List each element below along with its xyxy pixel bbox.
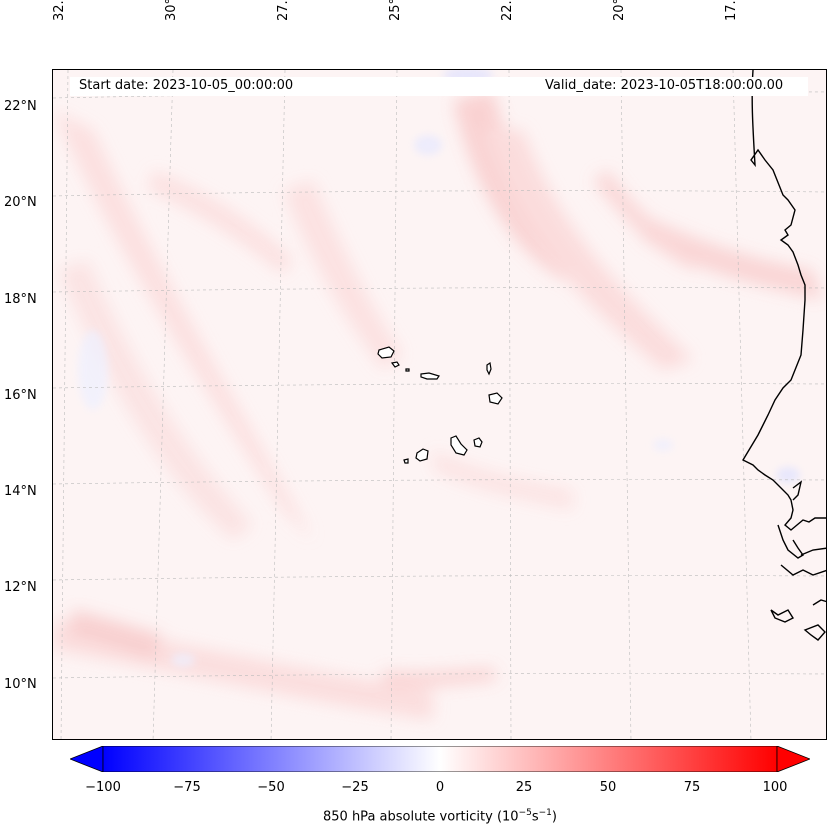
colorbar-tick: −100 [85, 780, 121, 795]
colorbar-tick: 50 [599, 780, 617, 795]
lat-label-12n: 12°N [4, 580, 37, 595]
colorbar-label-unit: s [531, 809, 539, 825]
african-coastline [742, 70, 826, 641]
lon-label-32.5w: 32.5°W [52, 0, 67, 21]
lat-label-10n: 10°N [4, 677, 37, 692]
lon-label-25w: 25°W [388, 0, 403, 21]
lat-label-22n: 22°N [4, 99, 37, 114]
colorbar-extend-low [68, 745, 104, 773]
colorbar-label: 850 hPa absolute vorticity (10−5s−1) [0, 808, 837, 824]
lat-label-20n: 20°N [4, 195, 37, 210]
colorbar-label-exp2: −1 [538, 808, 552, 818]
colorbar-label-exp1: −5 [518, 808, 532, 818]
lat-label-14n: 14°N [4, 484, 37, 499]
colorbar-tick: 75 [683, 780, 701, 795]
colorbar-tick: 100 [762, 780, 788, 795]
lon-label-20w: 20°W [612, 0, 627, 21]
lon-label-17.5w: 17.5°W [724, 0, 739, 21]
colorbar-ramp [102, 745, 778, 773]
colorbar-label-end: ) [551, 809, 557, 825]
valid-date-label: Valid_date: 2023-10-05T18:00:00.00 [545, 78, 784, 93]
colorbar-tick: 0 [435, 780, 445, 795]
start-date-label: Start date: 2023-10-05_00:00:00 [79, 78, 294, 93]
lat-label-16n: 16°N [4, 388, 37, 403]
colorbar-label-text: 850 hPa absolute vorticity (10 [323, 809, 519, 825]
colorbar-extend-high [776, 745, 812, 773]
vorticity-field [53, 90, 823, 720]
lon-label-22.5w: 22.5°W [500, 0, 515, 21]
info-bar [70, 77, 808, 96]
vorticity-map [52, 69, 827, 740]
lon-label-30w: 30°W [164, 0, 179, 21]
cape-verde-islands [377, 346, 503, 464]
colorbar-tick: −75 [173, 780, 201, 795]
colorbar-tick: −50 [257, 780, 285, 795]
colorbar-tick: 25 [515, 780, 533, 795]
colorbar [68, 745, 812, 773]
lat-label-18n: 18°N [4, 292, 37, 307]
lon-label-27.5w: 27.5°W [276, 0, 291, 21]
map-canvas [53, 70, 826, 739]
colorbar-tick: −25 [341, 780, 369, 795]
